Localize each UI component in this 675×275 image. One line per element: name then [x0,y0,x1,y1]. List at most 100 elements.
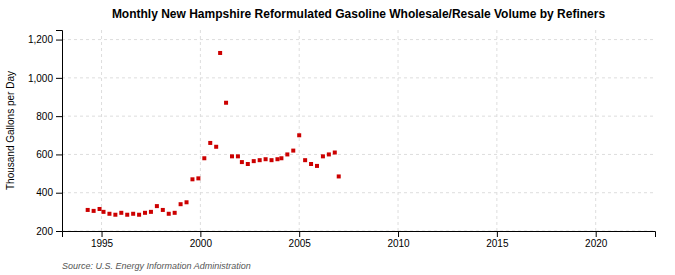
point [149,210,153,214]
tick-label: 1,000 [28,73,53,84]
tick-mark [497,231,498,237]
point [173,211,177,215]
tick-label: 1995 [91,238,114,249]
point [161,208,165,212]
tick-mark [56,116,62,117]
axis-line [63,232,656,238]
grid-line [62,39,655,40]
grid-line [101,30,102,231]
point [252,159,256,163]
tick-label: 1,200 [28,34,53,45]
tick: 200 [36,226,62,237]
tick-label: 2010 [387,238,410,249]
tick-mark [200,231,201,237]
tick-label: 2005 [289,238,312,249]
axis-line [56,31,63,232]
plot: 1995 2000 2005 2010 2015 2020 200 400 600 800 1,00… [28,30,656,249]
tick-label: 200 [36,226,53,237]
tick-mark [299,231,300,237]
source: Source: U.S. Energy Information Administ… [62,261,251,271]
title: Monthly New Hampshire Reformulated Gasol… [112,7,606,21]
point [218,51,222,55]
point [143,211,147,215]
tick: 2000 [190,231,213,249]
tick-label: 400 [36,187,53,198]
point [137,213,141,217]
grid-line [398,30,399,231]
tick-mark [56,193,62,194]
point [131,212,135,216]
point [119,211,123,215]
point [297,133,301,137]
grid-line [299,30,300,231]
point [155,204,159,208]
point [196,176,200,180]
grid-line [200,30,201,231]
point [303,158,307,162]
point [236,154,240,158]
tick: 2020 [585,231,608,249]
tick: 2010 [387,231,410,249]
y-axis-title: Thousand Gallons per Day [5,71,16,190]
point [246,162,250,166]
point [98,207,102,211]
tick: 2015 [486,231,509,249]
tick: 400 [36,187,62,198]
point [202,156,206,160]
points [86,51,341,217]
point [208,141,212,145]
tick: 1,000 [28,73,62,84]
tick-mark [56,40,62,41]
point [291,149,295,153]
point [190,177,194,181]
point [333,151,337,155]
tick: 1,200 [28,34,62,45]
point [230,154,234,158]
x-axis: 1995 2000 2005 2010 2015 2020 [63,231,656,249]
point [321,154,325,158]
point [107,212,111,216]
tick: 1995 [91,231,114,249]
tick-label: 600 [36,149,53,160]
point [327,152,331,156]
tick-label: 800 [36,111,53,122]
point [279,156,283,160]
tick-label: 2015 [486,238,509,249]
tick: 2005 [289,231,312,249]
tick-mark [102,231,103,237]
point [315,164,319,168]
point [285,152,289,156]
chart: 1995 2000 2005 2010 2015 2020 200 400 600 800 1,00… [0,0,675,275]
point [224,101,228,105]
tick-label: 2000 [190,238,213,249]
point [275,157,279,161]
grid-line [62,192,655,193]
point [258,158,262,162]
point [86,208,90,212]
point [185,200,189,204]
point [214,145,218,149]
grid-line [62,154,655,155]
point [125,213,129,217]
grid-line [595,30,596,231]
y-axis: 200 400 600 800 1,000 1,200 [28,31,63,237]
point [102,210,106,214]
point [113,213,117,217]
tick: 800 [36,111,62,122]
tick: 600 [36,149,62,160]
grid-line [62,77,655,78]
tick-mark [596,231,597,237]
tick-mark [56,231,62,232]
point [264,157,268,161]
tick-mark [56,154,62,155]
point [92,209,96,213]
grid-line [62,116,655,117]
point [337,174,341,178]
point [179,202,183,206]
point [240,160,244,164]
point [270,158,274,162]
tick-mark [56,78,62,79]
point [167,212,171,216]
tick-mark [398,231,399,237]
point [309,162,313,166]
